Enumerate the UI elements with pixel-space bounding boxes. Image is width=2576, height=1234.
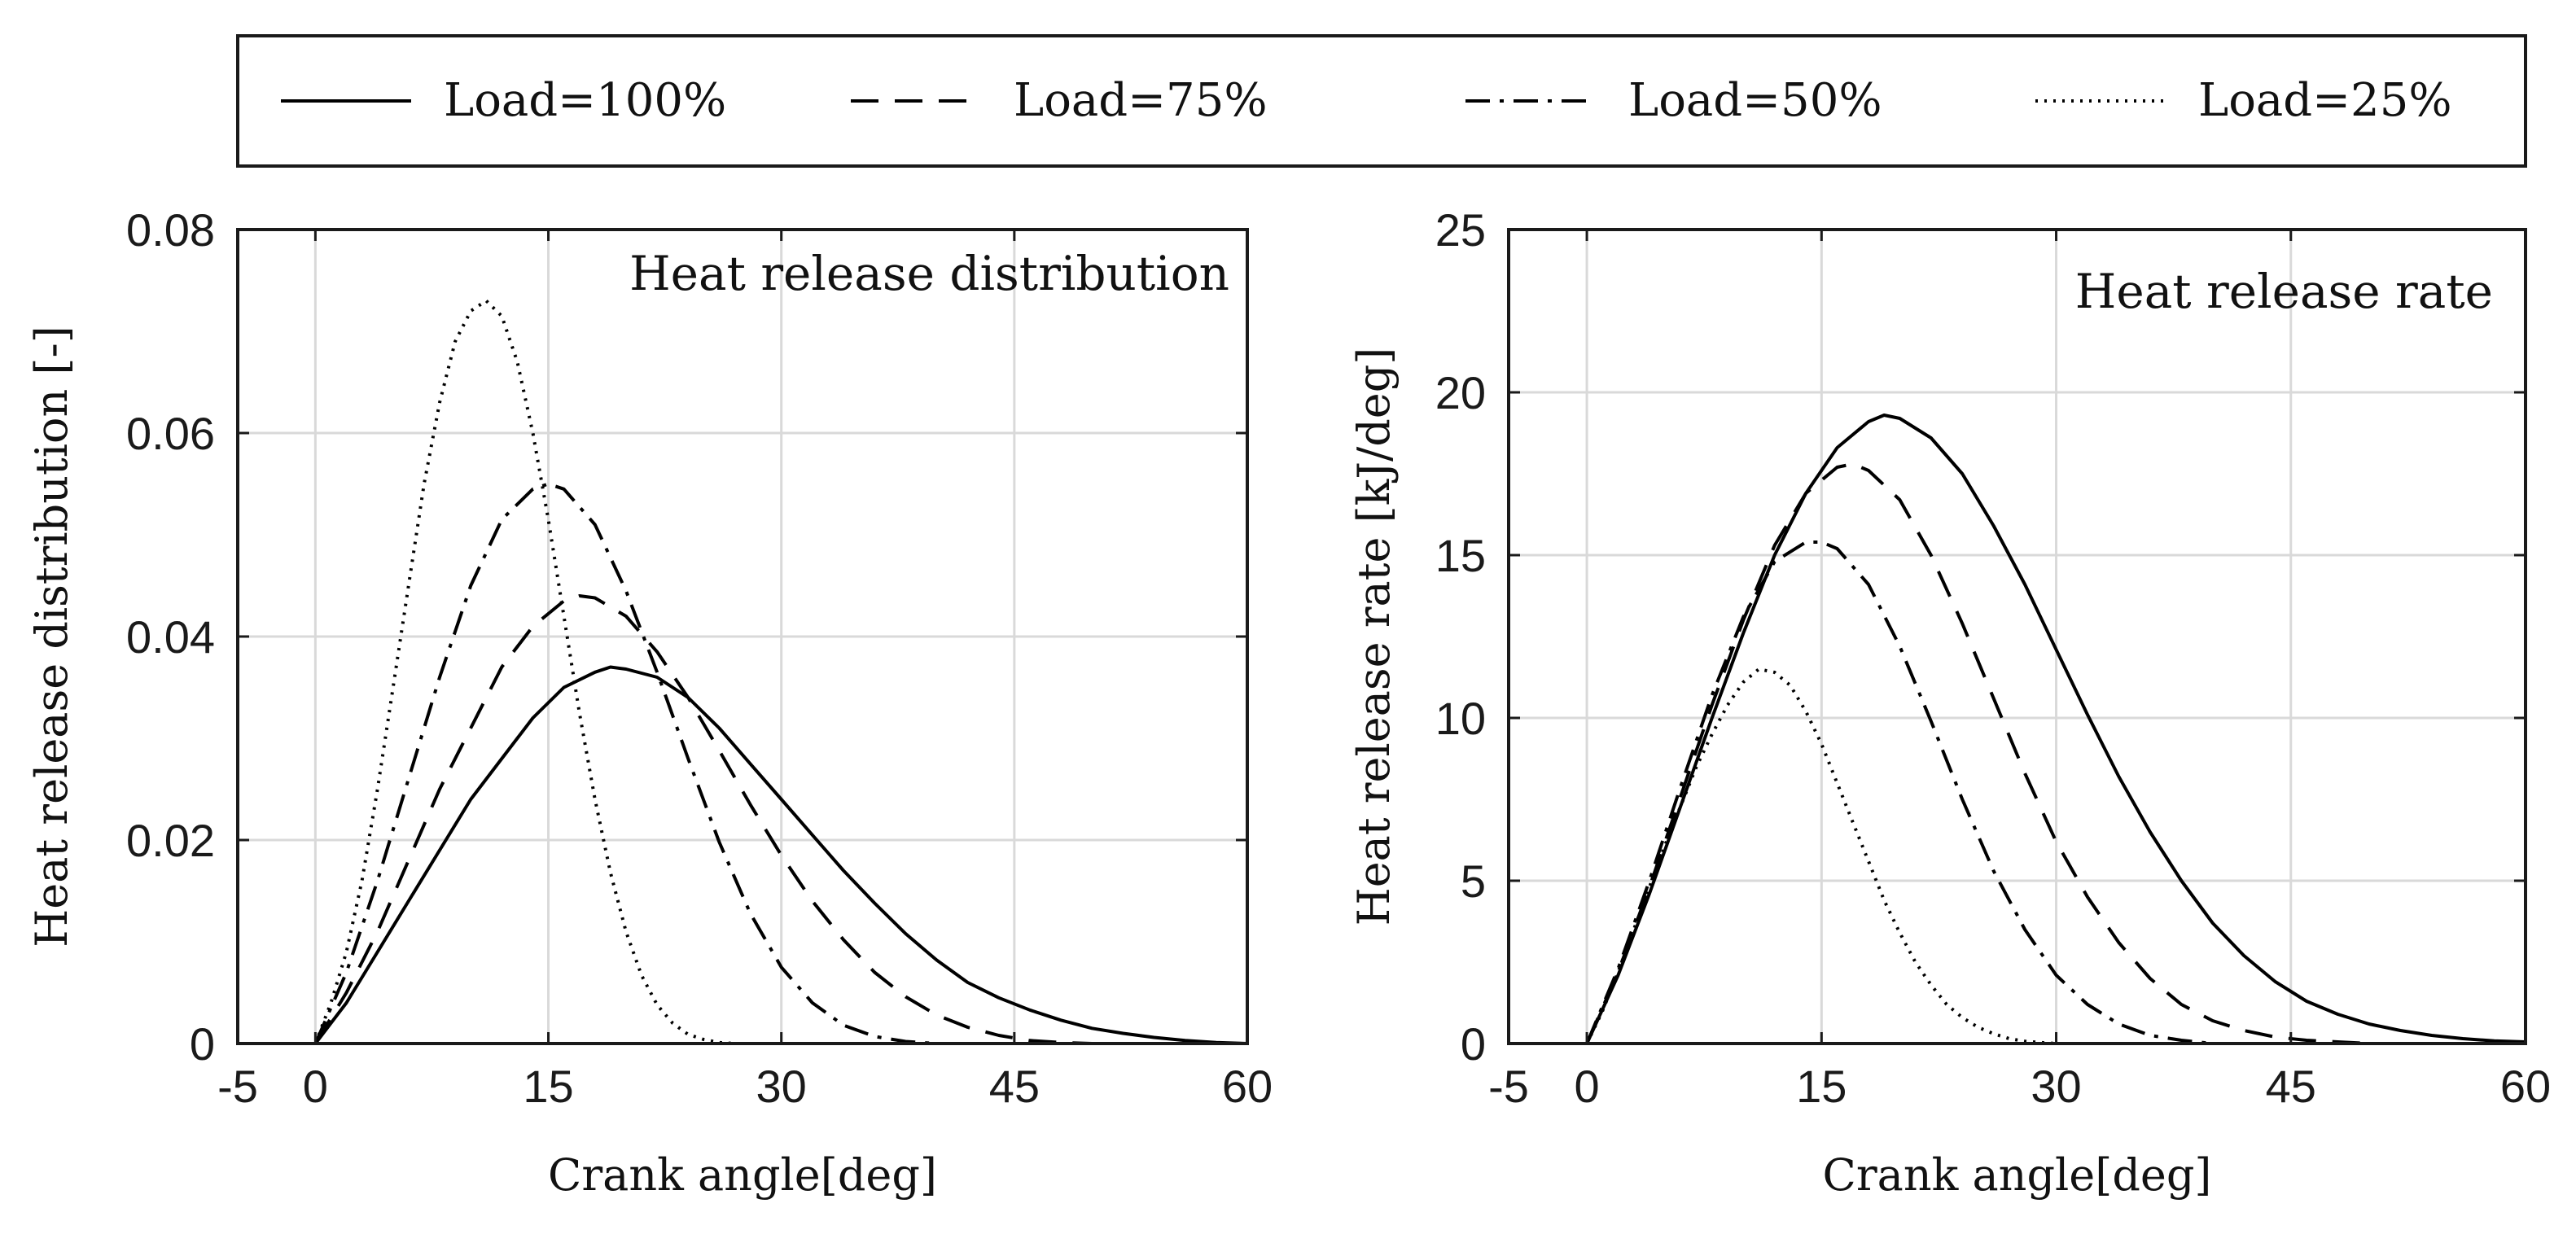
x-tick-label: 15 <box>523 1061 573 1112</box>
series-line-load25 <box>313 299 782 1045</box>
x-tick-label: -5 <box>217 1061 258 1112</box>
y-tick-label: 20 <box>1435 367 1486 418</box>
series-line-load75 <box>1585 462 2369 1045</box>
plot-frame-right <box>1507 228 2527 1045</box>
series-line-load50 <box>313 482 937 1045</box>
x-tick-label: 60 <box>2500 1061 2551 1112</box>
y-tick-label: 10 <box>1435 693 1486 744</box>
y-tick-label: 0.04 <box>126 611 215 663</box>
y-tick-label: 0.06 <box>126 408 215 459</box>
x-tick-label: 0 <box>1574 1061 1599 1112</box>
series-line-load75 <box>313 594 1093 1045</box>
legend-label-75: Load=75% <box>1014 74 1268 127</box>
legend-label-100: Load=100% <box>444 74 726 127</box>
legend-label-50: Load=50% <box>1628 74 1882 127</box>
y-axis-label-right: Heat release rate [kJ/deg] <box>1348 348 1400 926</box>
y-axis-label-left: Heat release distribution [-] <box>26 326 77 947</box>
y-tick-label: 25 <box>1435 204 1486 256</box>
x-axis-label-left: Crank angle[deg] <box>548 1149 937 1201</box>
chart-title-right: Heat release rate <box>2075 264 2493 319</box>
x-tick-label: 45 <box>2266 1061 2316 1112</box>
x-tick-label: 60 <box>1222 1061 1273 1112</box>
series-line-load100 <box>313 665 1248 1045</box>
y-tick-label: 0.08 <box>126 204 215 256</box>
x-tick-label: 45 <box>989 1061 1040 1112</box>
y-tick-label: 0 <box>1461 1018 1486 1070</box>
x-tick-label: 30 <box>2031 1061 2081 1112</box>
y-tick-label: 0 <box>190 1018 215 1070</box>
legend-label-25: Load=25% <box>2198 74 2452 127</box>
chart-title-left: Heat release distribution <box>629 246 1229 301</box>
y-tick-label: 15 <box>1435 530 1486 581</box>
x-tick-label: -5 <box>1488 1061 1529 1112</box>
x-tick-label: 15 <box>1796 1061 1847 1112</box>
y-tick-label: 5 <box>1461 855 1486 907</box>
x-tick-label: 30 <box>756 1061 807 1112</box>
x-tick-label: 0 <box>303 1061 328 1112</box>
series-line-load100 <box>1585 414 2526 1044</box>
y-tick-label: 0.02 <box>126 815 215 866</box>
legend: Load=100% Load=75% Load=50% Load=25% <box>236 34 2527 168</box>
x-axis-label-right: Crank angle[deg] <box>1823 1149 2212 1201</box>
